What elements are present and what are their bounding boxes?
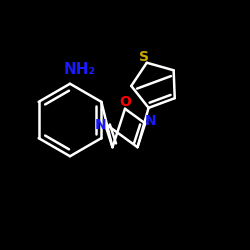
Text: NH₂: NH₂ <box>64 62 96 78</box>
Text: O: O <box>119 95 131 109</box>
Text: N: N <box>145 114 156 128</box>
Text: S: S <box>139 50 149 64</box>
Text: N: N <box>94 118 106 132</box>
